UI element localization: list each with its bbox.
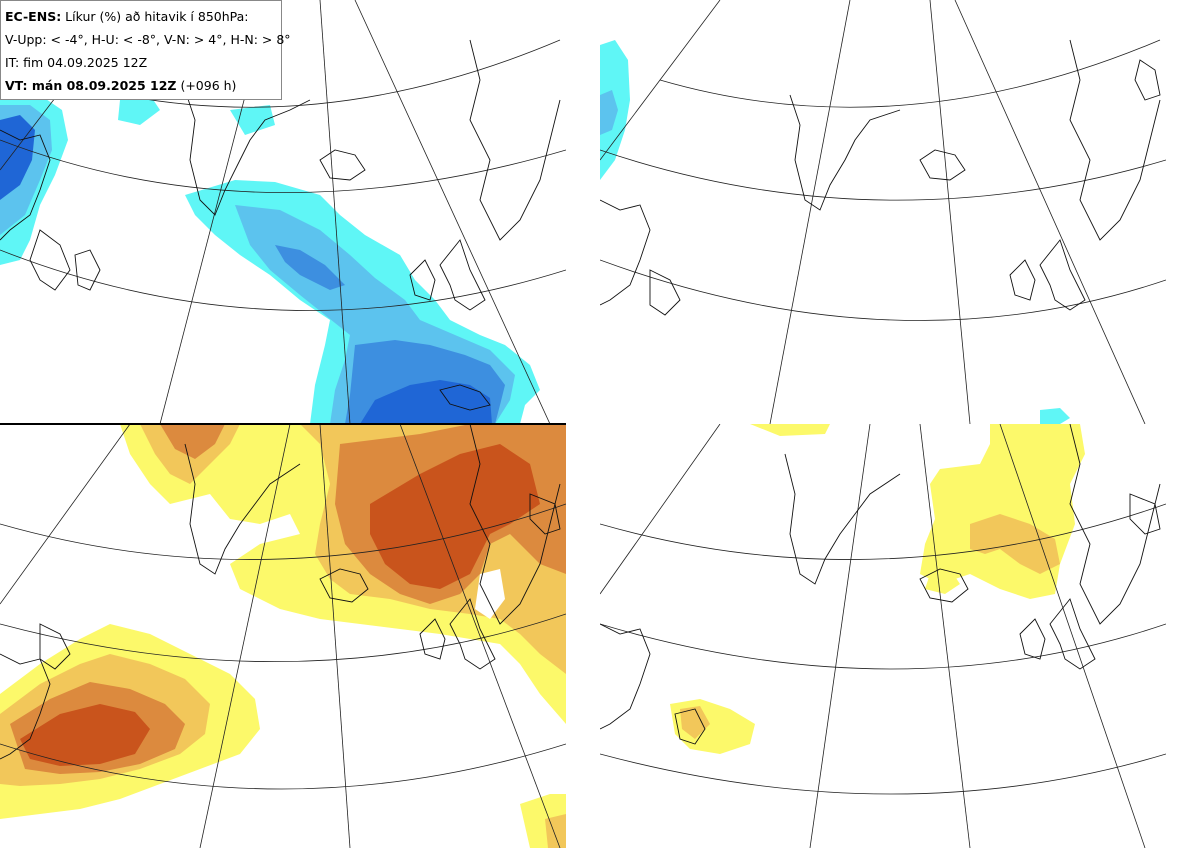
map-panel-upper-left: 1009565355 (0, 0, 566, 424)
map-legend: EC-ENS: Líkur (%) að hitavik í 850hPa: V… (0, 0, 291, 100)
probability-map-cold-4 (0, 0, 566, 424)
legend-line-1: EC-ENS: Líkur (%) að hitavik í 850hPa: (5, 9, 249, 24)
probability-field (670, 424, 1085, 754)
graticule (0, 424, 566, 848)
map-panel-lower-left: 1009565355 (0, 424, 566, 848)
graticule (600, 0, 1166, 424)
probability-map-cold-8 (600, 0, 1166, 424)
legend-line-2: V-Upp: < -4°, H-U: < -8°, V-N: > 4°, H-N… (5, 32, 291, 47)
legend-line-4: VT: mán 08.09.2025 12Z (+096 h) (5, 78, 237, 93)
coastlines (600, 424, 1161, 745)
panel-separator (0, 423, 566, 425)
coastlines (0, 424, 561, 760)
graticule (600, 424, 1166, 848)
probability-field (0, 95, 540, 424)
probability-map-warm-4 (0, 424, 566, 848)
probability-field (600, 40, 1070, 424)
probability-field (0, 424, 566, 848)
coastlines (0, 39, 561, 411)
map-panel-lower-right: 1009565355 (600, 424, 1166, 848)
probability-map-warm-8 (600, 424, 1166, 848)
legend-line-3: IT: fim 04.09.2025 12Z (5, 55, 148, 70)
map-panel-upper-right: 1009565355 (600, 0, 1166, 424)
coastlines (600, 39, 1161, 316)
